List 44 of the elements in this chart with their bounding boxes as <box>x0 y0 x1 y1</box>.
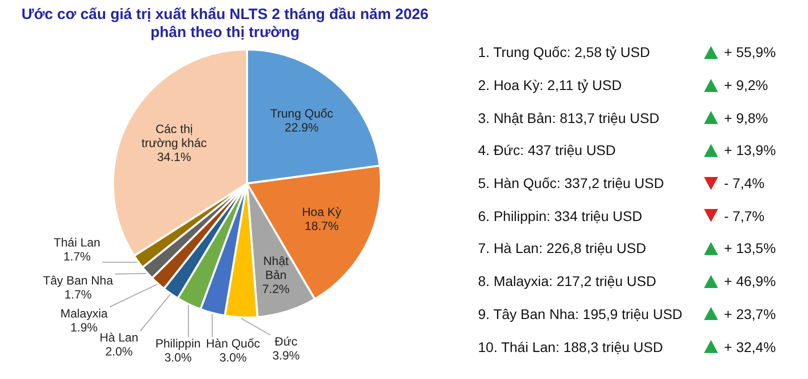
slice-label: Hà Lan <box>100 330 138 344</box>
text: 9. Tây Ban Nha: 195,9 triệu USD <box>478 306 682 322</box>
slice-label: Philippin <box>155 336 201 350</box>
text: 3. Nhật Bản: 813,7 triệu USD <box>478 110 660 126</box>
data-label: 1.7% <box>63 249 91 264</box>
slice-label: Tây Ban Nha <box>42 273 114 288</box>
text: 10. Thái Lan: 188,3 triệu USD <box>478 338 663 355</box>
text: 1. Trung Quốc: 2,58 tỷ USD <box>478 44 650 60</box>
text: 8. Malayxia: 217,2 triệu USD <box>478 273 656 290</box>
text: 7. Hà Lan: 226,8 triệu USD <box>478 240 646 256</box>
data-label: 34.1% <box>157 150 192 164</box>
data-label: 3.0% <box>219 350 247 364</box>
data-label: + 32,4% <box>724 338 776 355</box>
slice-label: Đức <box>274 334 298 348</box>
chart-subtitle: phân theo thị trường <box>149 24 300 42</box>
data-label: + 55,9% <box>724 44 776 60</box>
slice-label: Hàn Quốc <box>206 336 260 350</box>
slice-label: Hoa Kỳ <box>302 205 342 220</box>
slice-label: Nhật Bản <box>263 254 290 282</box>
text: 2. Hoa Kỳ: 2,11 tỷ USD <box>478 77 622 94</box>
data-label: 2.0% <box>105 344 133 358</box>
data-label: + 13,9% <box>724 142 776 158</box>
text: 6. Philippin: 334 triệu USD <box>478 208 642 224</box>
text: 5. Hàn Quốc: 337,2 triệu USD <box>478 175 664 192</box>
slice-label: Malayxia <box>60 306 108 320</box>
data-label: + 23,7% <box>724 306 776 322</box>
data-label: + 13,5% <box>724 240 776 256</box>
data-label: + 46,9% <box>724 273 776 290</box>
data-label: 3.0% <box>164 350 192 364</box>
data-label: 1.7% <box>64 287 92 302</box>
slice-label: Thái Lan <box>54 235 100 250</box>
data-label: 7.2% <box>262 282 290 296</box>
data-label: 3.9% <box>272 348 300 362</box>
slice-label: Trung Quốc <box>270 106 334 120</box>
data-label: 18.7% <box>304 219 340 234</box>
data-label: - 7,4% <box>724 175 764 192</box>
data-label: - 7,7% <box>724 208 764 224</box>
data-label: + 9,2% <box>724 77 768 94</box>
text: 4. Đức: 437 triệu USD <box>478 142 616 158</box>
slice-label: Các thị trường khác <box>141 122 207 150</box>
chart-title: Ước cơ cấu giá trị xuất khẩu NLTS 2 tháng đầu năm 2026 <box>20 6 430 24</box>
data-label: 22.9% <box>284 120 320 134</box>
data-label: 1.9% <box>70 320 98 334</box>
data-label: + 9,8% <box>724 110 768 126</box>
